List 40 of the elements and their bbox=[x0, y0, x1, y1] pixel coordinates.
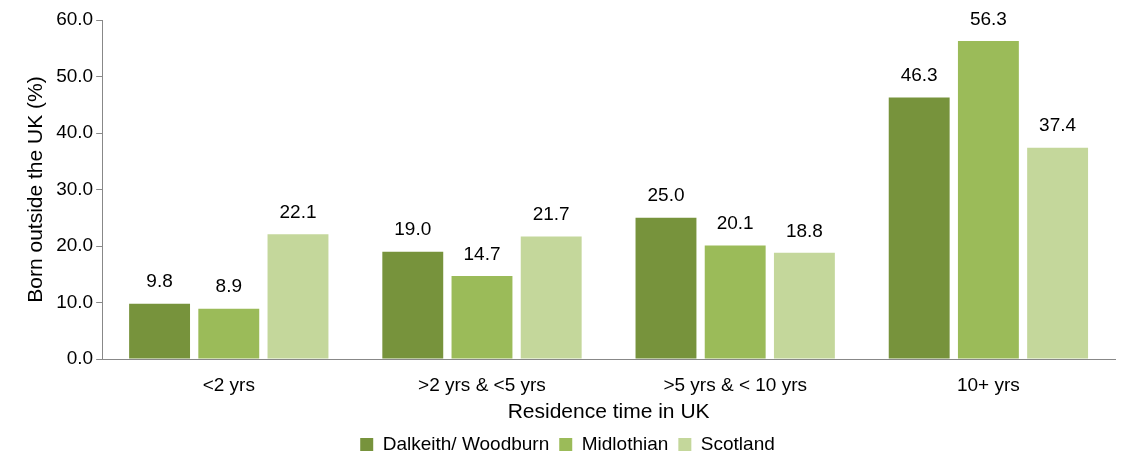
bar bbox=[129, 303, 191, 359]
bar bbox=[888, 97, 950, 359]
y-tick-label: 0.0 bbox=[66, 347, 94, 369]
data-label: 22.1 bbox=[279, 200, 317, 222]
y-tick-label: 30.0 bbox=[56, 177, 94, 199]
data-label: 20.1 bbox=[716, 212, 754, 234]
y-tick-label: 10.0 bbox=[56, 290, 94, 312]
legend-label: Midlothian bbox=[581, 432, 669, 454]
x-tick-label: 10+ yrs bbox=[956, 373, 1020, 395]
data-label: 46.3 bbox=[900, 64, 938, 86]
bar bbox=[198, 308, 260, 359]
x-tick-label: <2 yrs bbox=[202, 373, 255, 395]
legend-label: Dalkeith/ Woodburn bbox=[382, 432, 550, 454]
data-label: 18.8 bbox=[785, 219, 823, 241]
data-label: 9.8 bbox=[146, 270, 173, 292]
bar bbox=[451, 275, 513, 359]
y-tick-label: 60.0 bbox=[56, 8, 94, 30]
bar bbox=[704, 245, 766, 359]
y-tick-label: 20.0 bbox=[56, 234, 94, 256]
data-label: 56.3 bbox=[969, 7, 1007, 29]
bar bbox=[267, 234, 329, 359]
bar bbox=[520, 236, 582, 359]
data-label: 8.9 bbox=[215, 275, 242, 297]
data-label: 25.0 bbox=[647, 184, 685, 206]
y-axis-title: Born outside the UK (%) bbox=[23, 76, 47, 303]
x-tick-label: >2 yrs & <5 yrs bbox=[418, 373, 546, 395]
bar bbox=[957, 40, 1019, 359]
data-label: 14.7 bbox=[463, 242, 501, 264]
data-label: 21.7 bbox=[532, 203, 570, 225]
x-axis-title: Residence time in UK bbox=[507, 399, 710, 423]
data-label: 19.0 bbox=[394, 218, 432, 240]
legend-label: Scotland bbox=[700, 432, 775, 454]
x-tick-label: >5 yrs & < 10 yrs bbox=[663, 373, 807, 395]
y-tick-label: 50.0 bbox=[56, 64, 94, 86]
bar bbox=[382, 251, 444, 359]
data-label: 37.4 bbox=[1039, 114, 1077, 136]
bar bbox=[1027, 147, 1089, 359]
bar bbox=[773, 252, 835, 359]
y-tick-label: 40.0 bbox=[56, 121, 94, 143]
bar bbox=[635, 217, 697, 359]
